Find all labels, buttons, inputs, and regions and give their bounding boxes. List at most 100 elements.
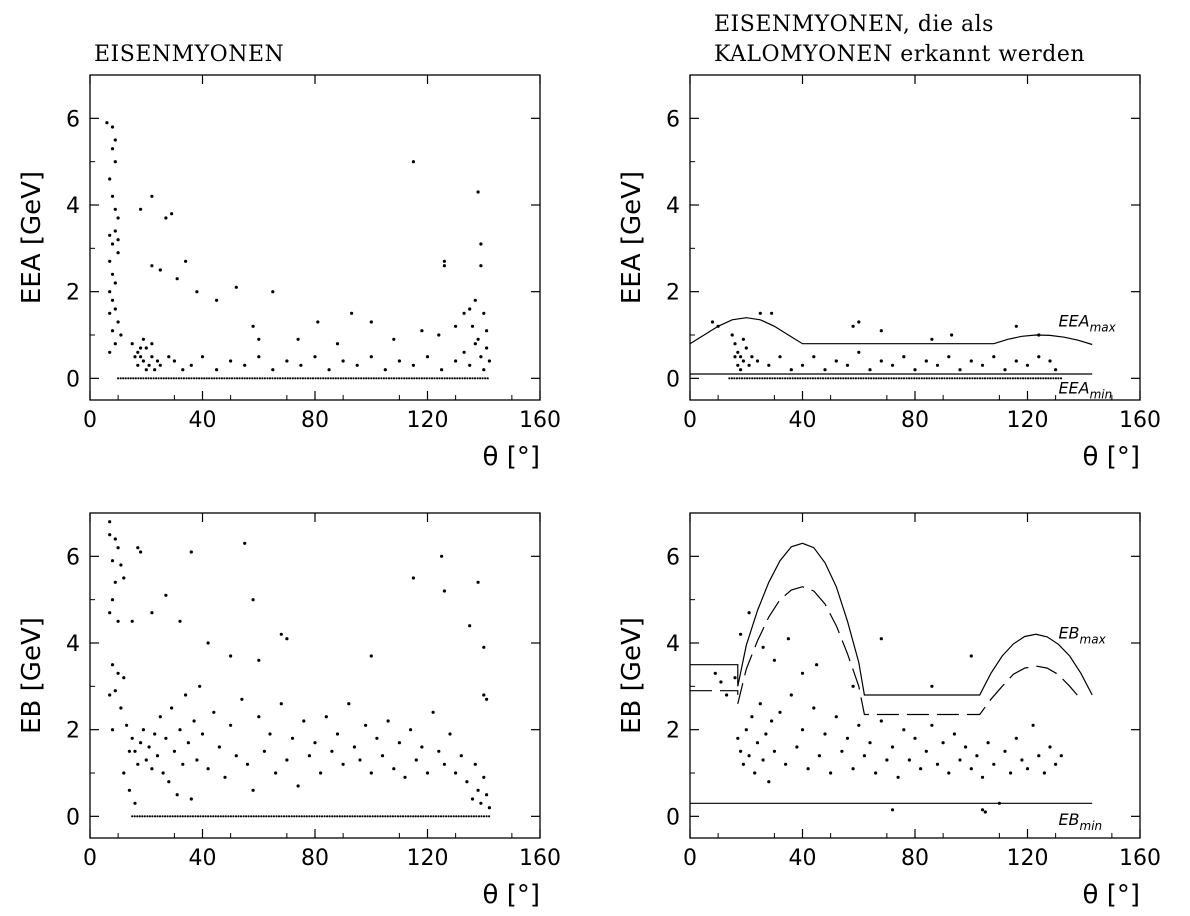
data-point bbox=[160, 377, 163, 380]
data-point bbox=[110, 125, 115, 129]
data-point bbox=[217, 745, 221, 749]
data-point bbox=[1048, 359, 1052, 363]
data-point bbox=[162, 377, 165, 380]
data-point bbox=[420, 329, 424, 333]
data-point bbox=[133, 815, 136, 818]
data-point bbox=[243, 363, 247, 367]
data-point bbox=[892, 377, 895, 380]
data-point bbox=[362, 377, 365, 380]
data-point bbox=[129, 377, 132, 380]
data-point bbox=[730, 377, 733, 380]
data-point bbox=[215, 298, 219, 302]
data-point bbox=[329, 377, 332, 380]
data-point bbox=[736, 350, 740, 354]
y-axis-label: EEA [GeV] bbox=[17, 171, 47, 304]
data-point bbox=[386, 719, 390, 723]
data-point bbox=[242, 815, 245, 818]
data-point bbox=[958, 377, 961, 380]
data-point bbox=[172, 359, 176, 363]
data-point bbox=[275, 815, 278, 818]
data-point bbox=[212, 815, 215, 818]
data-point bbox=[184, 259, 188, 263]
data-point bbox=[144, 758, 148, 762]
data-point bbox=[1029, 377, 1032, 380]
data-point bbox=[229, 723, 233, 727]
data-point bbox=[200, 732, 205, 736]
data-point bbox=[457, 815, 460, 818]
data-point bbox=[330, 749, 334, 753]
data-point bbox=[243, 377, 246, 380]
data-point bbox=[252, 815, 255, 818]
y-axis-label: EB [GeV] bbox=[617, 617, 647, 734]
data-point bbox=[369, 771, 373, 775]
data-point bbox=[285, 758, 289, 762]
data-point bbox=[419, 815, 422, 818]
data-point bbox=[158, 363, 162, 367]
data-point bbox=[289, 377, 292, 380]
data-point bbox=[352, 377, 355, 380]
data-point bbox=[791, 377, 794, 380]
data-point bbox=[141, 359, 145, 363]
data-point bbox=[205, 377, 208, 380]
data-point bbox=[331, 815, 334, 818]
data-point bbox=[210, 377, 213, 380]
data-point bbox=[116, 320, 120, 324]
data-point bbox=[113, 229, 117, 233]
data-point bbox=[147, 363, 151, 367]
data-point bbox=[396, 815, 400, 818]
y-tick-label: 2 bbox=[66, 281, 80, 306]
data-point bbox=[462, 350, 466, 354]
data-point bbox=[482, 693, 486, 697]
data-point bbox=[195, 377, 198, 380]
data-point bbox=[1024, 377, 1027, 380]
data-point bbox=[952, 732, 956, 736]
data-point bbox=[258, 377, 261, 380]
data-point bbox=[313, 815, 316, 818]
data-point bbox=[953, 377, 956, 380]
data-point bbox=[323, 815, 326, 818]
data-point bbox=[479, 801, 483, 805]
data-point bbox=[300, 815, 303, 818]
data-point bbox=[382, 377, 385, 380]
data-point bbox=[286, 377, 289, 380]
data-point bbox=[171, 815, 174, 818]
data-point bbox=[427, 815, 430, 818]
data-point bbox=[1031, 723, 1035, 727]
data-point bbox=[485, 793, 489, 797]
data-point bbox=[758, 377, 761, 380]
data-point bbox=[198, 377, 201, 380]
y-tick-label: 4 bbox=[666, 632, 680, 657]
data-point bbox=[399, 815, 402, 818]
title-top-left: EISENMYONEN bbox=[94, 42, 285, 67]
data-point bbox=[938, 377, 941, 380]
data-point bbox=[423, 377, 426, 380]
data-point bbox=[279, 702, 283, 706]
data-point bbox=[969, 359, 973, 363]
data-point bbox=[442, 589, 446, 593]
data-point bbox=[110, 194, 115, 198]
data-point bbox=[476, 337, 480, 341]
data-point bbox=[933, 377, 936, 380]
data-point bbox=[1014, 377, 1017, 380]
data-point bbox=[462, 815, 465, 818]
data-point bbox=[874, 771, 878, 775]
data-point bbox=[485, 815, 488, 818]
x-tick-label: 120 bbox=[1007, 846, 1049, 871]
data-point bbox=[105, 121, 109, 125]
data-point bbox=[311, 377, 315, 380]
x-tick-label: 40 bbox=[789, 408, 817, 433]
data-point bbox=[468, 363, 472, 367]
data-point bbox=[223, 377, 226, 380]
curve-label-sub: min bbox=[1090, 388, 1113, 402]
data-point bbox=[395, 377, 398, 380]
data-point bbox=[110, 298, 115, 302]
data-point bbox=[343, 815, 346, 818]
data-point bbox=[487, 359, 491, 363]
data-point bbox=[301, 377, 304, 380]
data-point bbox=[1003, 749, 1007, 753]
data-point bbox=[222, 815, 225, 818]
data-point bbox=[203, 377, 206, 380]
data-point bbox=[158, 715, 162, 719]
data-point bbox=[482, 775, 486, 779]
data-point bbox=[865, 377, 868, 380]
